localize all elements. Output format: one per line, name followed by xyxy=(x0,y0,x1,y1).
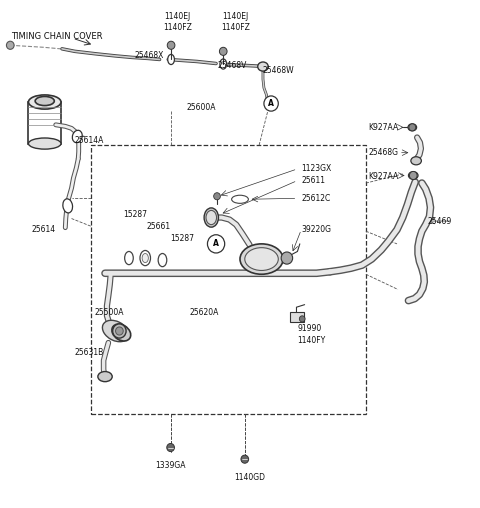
Text: 25600A: 25600A xyxy=(187,103,216,112)
Text: 25500A: 25500A xyxy=(94,308,123,317)
Circle shape xyxy=(116,327,123,335)
Ellipse shape xyxy=(220,59,227,69)
Ellipse shape xyxy=(258,62,268,71)
Ellipse shape xyxy=(240,244,283,274)
Bar xyxy=(91,145,366,414)
Text: 25468V: 25468V xyxy=(217,60,246,70)
Text: 39220G: 39220G xyxy=(301,225,331,234)
Circle shape xyxy=(300,316,305,322)
Ellipse shape xyxy=(158,253,167,267)
Ellipse shape xyxy=(206,210,216,225)
Text: 1140GD: 1140GD xyxy=(234,473,265,483)
Circle shape xyxy=(264,96,278,111)
Ellipse shape xyxy=(112,324,131,341)
Circle shape xyxy=(214,193,220,200)
Text: 15287: 15287 xyxy=(123,210,147,219)
Circle shape xyxy=(281,252,293,264)
Text: K927AA: K927AA xyxy=(369,173,399,181)
Text: TIMING CHAIN COVER: TIMING CHAIN COVER xyxy=(11,31,103,41)
Circle shape xyxy=(6,41,14,49)
Text: 1140FY: 1140FY xyxy=(298,336,326,344)
Text: 25631B: 25631B xyxy=(75,348,104,357)
Text: 1339GA: 1339GA xyxy=(156,461,186,470)
Text: 25614: 25614 xyxy=(32,225,56,234)
Ellipse shape xyxy=(125,251,133,265)
Ellipse shape xyxy=(408,172,418,179)
Text: A: A xyxy=(213,239,219,248)
Ellipse shape xyxy=(28,95,61,109)
Ellipse shape xyxy=(63,199,72,213)
Ellipse shape xyxy=(28,138,61,149)
Ellipse shape xyxy=(232,195,248,203)
Circle shape xyxy=(409,171,417,179)
Text: 91990: 91990 xyxy=(298,325,322,333)
Text: 25620A: 25620A xyxy=(190,308,219,317)
Circle shape xyxy=(241,455,249,463)
Ellipse shape xyxy=(245,248,278,270)
Circle shape xyxy=(167,41,175,49)
Ellipse shape xyxy=(72,130,82,143)
Circle shape xyxy=(409,124,416,131)
Bar xyxy=(290,312,304,323)
Ellipse shape xyxy=(102,321,129,342)
Text: 25469: 25469 xyxy=(427,216,452,226)
Text: 1140EJ
1140FZ: 1140EJ 1140FZ xyxy=(221,12,250,31)
Text: A: A xyxy=(268,99,274,108)
Circle shape xyxy=(207,235,225,253)
Text: 25614A: 25614A xyxy=(75,136,104,144)
Text: 25468W: 25468W xyxy=(263,66,295,75)
Ellipse shape xyxy=(411,157,421,165)
Ellipse shape xyxy=(35,97,54,106)
Ellipse shape xyxy=(168,54,174,65)
Circle shape xyxy=(167,443,174,452)
Ellipse shape xyxy=(408,124,417,131)
Circle shape xyxy=(113,324,126,338)
Text: 25611: 25611 xyxy=(301,176,325,185)
Bar xyxy=(28,102,61,144)
Text: 25612C: 25612C xyxy=(301,194,331,203)
Ellipse shape xyxy=(140,250,151,266)
Text: 25468X: 25468X xyxy=(134,51,163,60)
Text: K927AA: K927AA xyxy=(369,123,399,132)
Text: 25661: 25661 xyxy=(147,221,171,231)
Text: 1123GX: 1123GX xyxy=(301,165,332,173)
Text: 25468G: 25468G xyxy=(369,148,399,157)
Text: 15287: 15287 xyxy=(170,234,194,243)
Ellipse shape xyxy=(98,371,112,382)
Ellipse shape xyxy=(204,208,218,227)
Text: 1140EJ
1140FZ: 1140EJ 1140FZ xyxy=(163,12,192,31)
Circle shape xyxy=(219,47,227,55)
Ellipse shape xyxy=(142,253,148,263)
